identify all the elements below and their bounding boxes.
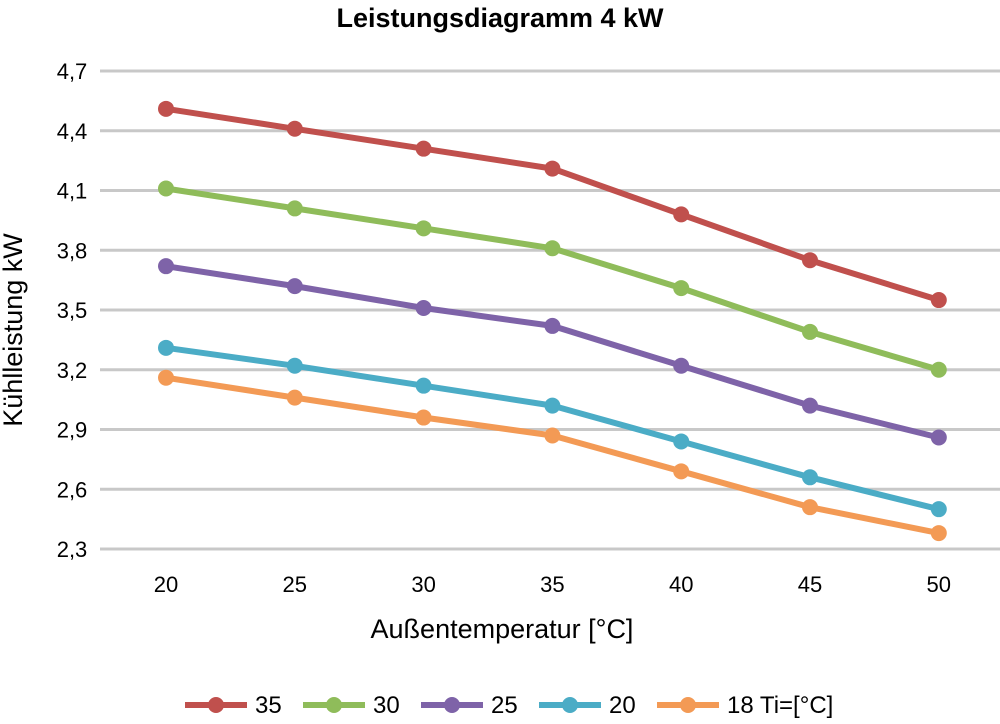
series-4 bbox=[158, 339, 947, 518]
legend: 35 30 25 20 18 Ti=[°C] bbox=[185, 692, 833, 719]
data-point bbox=[544, 160, 561, 177]
data-point bbox=[673, 433, 690, 450]
data-point bbox=[930, 361, 947, 378]
data-point bbox=[158, 258, 174, 275]
y-tick-label: 2,6 bbox=[57, 477, 88, 502]
legend-label: 35 bbox=[255, 692, 282, 719]
x-axis-label: Außentemperatur [°C] bbox=[371, 614, 634, 644]
legend-item-2: 30 bbox=[303, 692, 400, 719]
series-group bbox=[158, 100, 947, 542]
data-point bbox=[802, 397, 818, 414]
legend-item-3: 25 bbox=[421, 692, 518, 719]
data-point bbox=[930, 525, 947, 542]
data-point bbox=[673, 357, 690, 374]
data-point bbox=[802, 323, 818, 340]
x-tick-label: 40 bbox=[669, 572, 693, 597]
legend-swatch-marker bbox=[562, 697, 578, 713]
series-5 bbox=[158, 369, 947, 542]
y-tick-label: 4,4 bbox=[57, 119, 88, 144]
series-line bbox=[163, 185, 942, 373]
data-point bbox=[286, 389, 303, 406]
grid bbox=[100, 69, 1000, 551]
data-point bbox=[158, 100, 174, 117]
data-point bbox=[930, 429, 947, 446]
y-tick-label: 3,8 bbox=[57, 238, 88, 263]
y-axis: 2,3 2,6 2,9 3,2 3,5 3,8 4,1 4,4 4,7 bbox=[57, 59, 88, 562]
y-axis-label: Kühlleistung kW bbox=[0, 233, 28, 427]
legend-swatch-marker bbox=[326, 697, 342, 713]
data-point bbox=[673, 206, 690, 223]
data-point bbox=[544, 427, 561, 444]
data-point bbox=[802, 469, 818, 486]
data-point bbox=[802, 252, 818, 269]
data-point bbox=[930, 501, 947, 518]
y-tick-label: 4,1 bbox=[57, 179, 88, 204]
data-point bbox=[544, 240, 561, 257]
data-point bbox=[415, 220, 432, 237]
x-tick-label: 25 bbox=[283, 572, 307, 597]
legend-swatch-marker bbox=[444, 697, 460, 713]
data-point bbox=[286, 200, 303, 217]
series-2 bbox=[158, 180, 947, 378]
x-tick-label: 45 bbox=[798, 572, 822, 597]
data-point bbox=[158, 369, 174, 386]
y-tick-label: 3,5 bbox=[57, 298, 88, 323]
series-3 bbox=[158, 258, 947, 446]
data-point bbox=[415, 377, 432, 394]
y-tick-label: 4,7 bbox=[57, 59, 88, 84]
x-tick-label: 35 bbox=[540, 572, 564, 597]
legend-label: 20 bbox=[609, 692, 636, 719]
y-tick-label: 2,9 bbox=[57, 418, 88, 443]
chart-title: Leistungsdiagramm 4 kW bbox=[336, 3, 664, 33]
data-point bbox=[930, 292, 947, 309]
legend-item-4: 20 bbox=[539, 692, 636, 719]
x-tick-label: 50 bbox=[927, 572, 951, 597]
data-point bbox=[158, 180, 174, 197]
data-point bbox=[544, 397, 561, 414]
legend-swatch-marker bbox=[680, 697, 696, 713]
data-point bbox=[158, 339, 174, 356]
data-point bbox=[544, 317, 561, 334]
data-point bbox=[673, 280, 690, 297]
data-point bbox=[415, 409, 432, 426]
legend-item-1: 35 bbox=[185, 692, 282, 719]
legend-label: 25 bbox=[491, 692, 518, 719]
legend-item-5: 18 Ti=[°C] bbox=[657, 692, 833, 719]
legend-label: 30 bbox=[373, 692, 400, 719]
x-axis: 20 25 30 35 40 45 50 bbox=[154, 572, 951, 597]
data-point bbox=[415, 300, 432, 317]
series-1 bbox=[158, 100, 947, 309]
y-tick-label: 2,3 bbox=[57, 537, 88, 562]
y-tick-label: 3,2 bbox=[57, 358, 88, 383]
data-point bbox=[673, 463, 690, 480]
data-point bbox=[286, 120, 303, 137]
data-point bbox=[415, 140, 432, 157]
data-point bbox=[286, 357, 303, 374]
x-tick-label: 30 bbox=[411, 572, 435, 597]
legend-label: 18 Ti=[°C] bbox=[727, 692, 833, 719]
x-tick-label: 20 bbox=[154, 572, 178, 597]
legend-swatch-marker bbox=[208, 697, 224, 713]
data-point bbox=[802, 499, 818, 516]
data-point bbox=[286, 278, 303, 295]
